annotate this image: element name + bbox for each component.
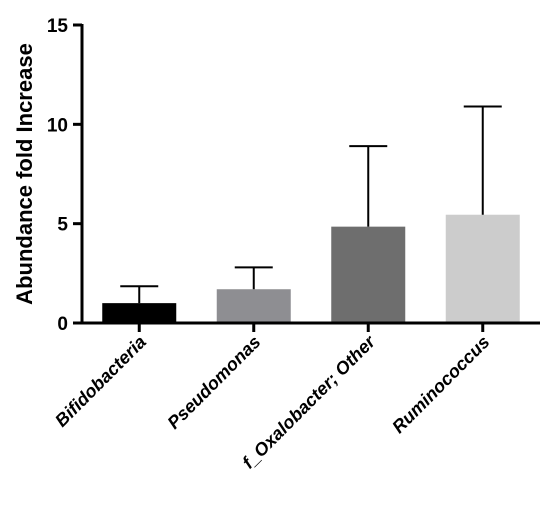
bar-3 — [331, 226, 406, 323]
x-ticks-group: Bifidobacteria Pseudomonasf_Oxalobacter; … — [51, 323, 494, 472]
bar-4 — [445, 214, 520, 323]
category-label-1: Bifidobacteria — [51, 332, 150, 431]
y-tick-label-4: 15 — [47, 16, 69, 37]
category-label-4: Ruminococcus — [388, 332, 493, 437]
error-bars-group — [120, 105, 502, 304]
bars-group — [102, 214, 520, 323]
y-tick-label-2: 5 — [57, 215, 68, 236]
bar-2 — [216, 289, 291, 323]
y-axis-label: Abundance fold Increase — [12, 43, 37, 305]
bar-1 — [102, 303, 177, 323]
y-tick-label-1: 0 — [57, 314, 68, 335]
y-tick-label-3: 10 — [47, 115, 68, 136]
category-label-2: Pseudomonas — [163, 332, 264, 433]
y-ticks-group: 0 5 10 15 — [47, 16, 82, 335]
category-label-3: f_Oxalobacter; Other — [238, 331, 379, 472]
